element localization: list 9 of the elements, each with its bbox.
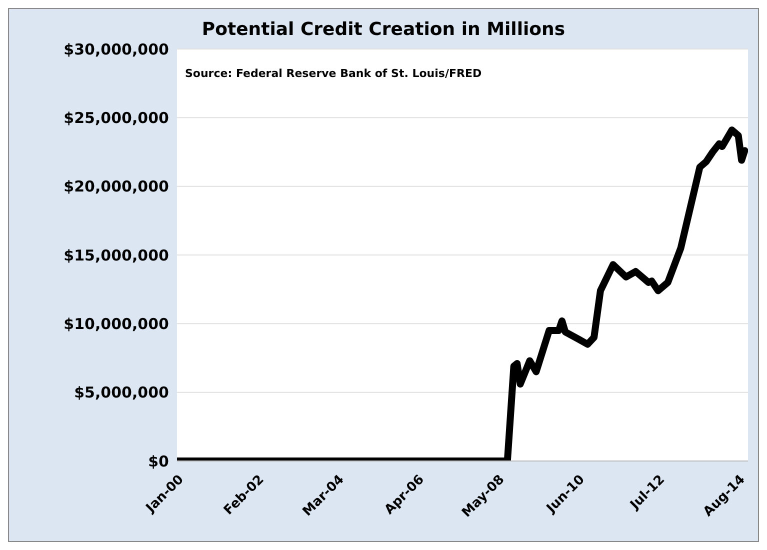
y-tick-label: $30,000,000 (64, 40, 169, 58)
annotation: Source: Federal Reserve Bank of St. Louis/FRED (185, 67, 482, 80)
y-tick-label: $5,000,000 (74, 384, 169, 402)
chart-title: Potential Credit Creation in Millions (200, 19, 566, 40)
y-tick-label: $15,000,000 (64, 246, 169, 264)
y-tick-label: $0 (148, 452, 169, 470)
y-tick-label: $25,000,000 (64, 108, 169, 127)
y-tick-label: $10,000,000 (64, 314, 169, 333)
y-tick-label: $20,000,000 (64, 178, 169, 196)
